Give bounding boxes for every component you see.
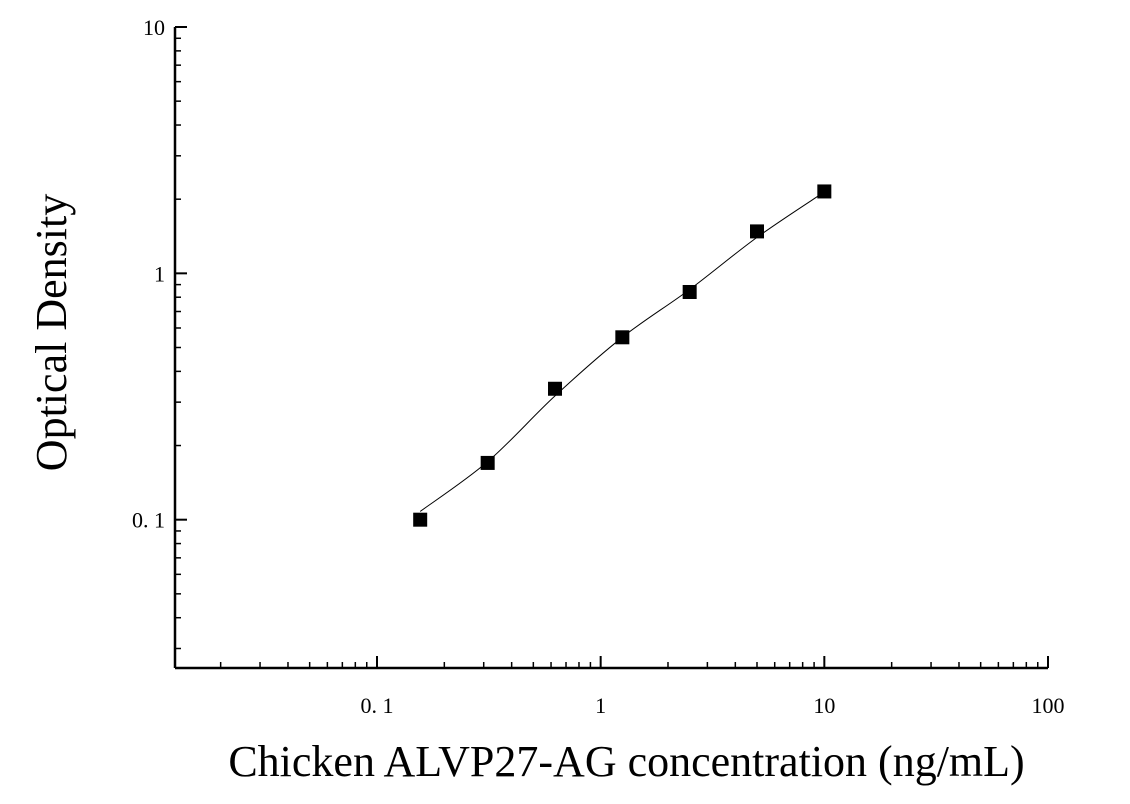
y-tick-label: 10: [143, 15, 165, 40]
x-axis-title: Chicken ALVP27-AG concentration (ng/mL): [228, 737, 1024, 786]
x-tick-label: 100: [1032, 693, 1065, 718]
y-tick-label: 1: [154, 261, 165, 286]
data-point: [682, 284, 697, 299]
data-point: [480, 455, 495, 470]
data-point: [615, 330, 630, 345]
x-tick-label: 1: [595, 693, 606, 718]
x-tick-label: 0. 1: [360, 693, 393, 718]
axes: [173, 27, 1048, 670]
data-point: [750, 224, 764, 239]
y-axis-ticks: [175, 26, 187, 650]
data-points: [413, 184, 832, 527]
data-point: [817, 184, 832, 199]
x-axis-tick-labels: 0. 1 1 10 100: [360, 693, 1064, 718]
y-tick-label: 0. 1: [132, 508, 165, 533]
y-axis-title: Optical Density: [27, 194, 76, 471]
x-tick-label: 10: [813, 693, 835, 718]
y-axis-tick-labels: 0. 1 1 10: [132, 15, 165, 533]
data-point: [413, 512, 428, 527]
x-axis-ticks: [219, 656, 1049, 668]
data-point: [548, 381, 563, 396]
